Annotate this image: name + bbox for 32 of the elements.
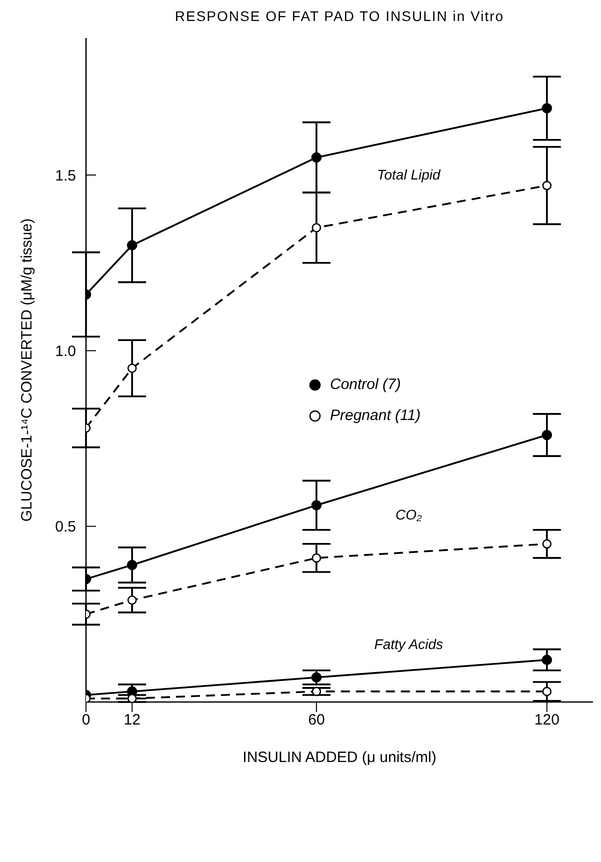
y-tick-label: 0.5 <box>55 518 76 536</box>
point <box>127 364 137 373</box>
point <box>542 654 552 665</box>
point <box>312 223 322 232</box>
point <box>542 103 552 114</box>
annotation: Fatty Acids <box>374 636 444 652</box>
point <box>126 240 138 250</box>
annotation: Total Lipid <box>376 166 442 182</box>
point <box>127 694 137 702</box>
x-axis-title: INSULIN ADDED (μ units/ml) <box>242 749 436 766</box>
annotation: CO₂ <box>395 506 422 523</box>
x-tick-label: 0 <box>82 712 90 729</box>
x-tick-label: 120 <box>534 712 560 729</box>
point <box>312 553 322 563</box>
y-tick-label: 1.5 <box>55 167 76 184</box>
legend-label: Pregnant (11) <box>330 407 421 424</box>
point <box>542 686 552 696</box>
y-axis-title: GLUCOSE-1-¹⁴C CONVERTED (μM/g tissue) <box>18 218 36 522</box>
point <box>542 539 552 549</box>
point <box>127 595 137 605</box>
point <box>311 672 322 683</box>
chart-title: RESPONSE OF FAT PAD TO INSULIN in Vitro <box>174 8 506 24</box>
legend-label: Control (7) <box>330 376 401 393</box>
point <box>311 500 322 510</box>
point <box>542 180 552 190</box>
x-tick-label: 12 <box>124 712 140 729</box>
y-tick-label: 1.0 <box>55 343 76 360</box>
point <box>542 430 552 440</box>
point <box>312 686 322 696</box>
x-tick-label: 60 <box>308 712 325 729</box>
point <box>311 152 322 163</box>
point <box>126 560 138 570</box>
